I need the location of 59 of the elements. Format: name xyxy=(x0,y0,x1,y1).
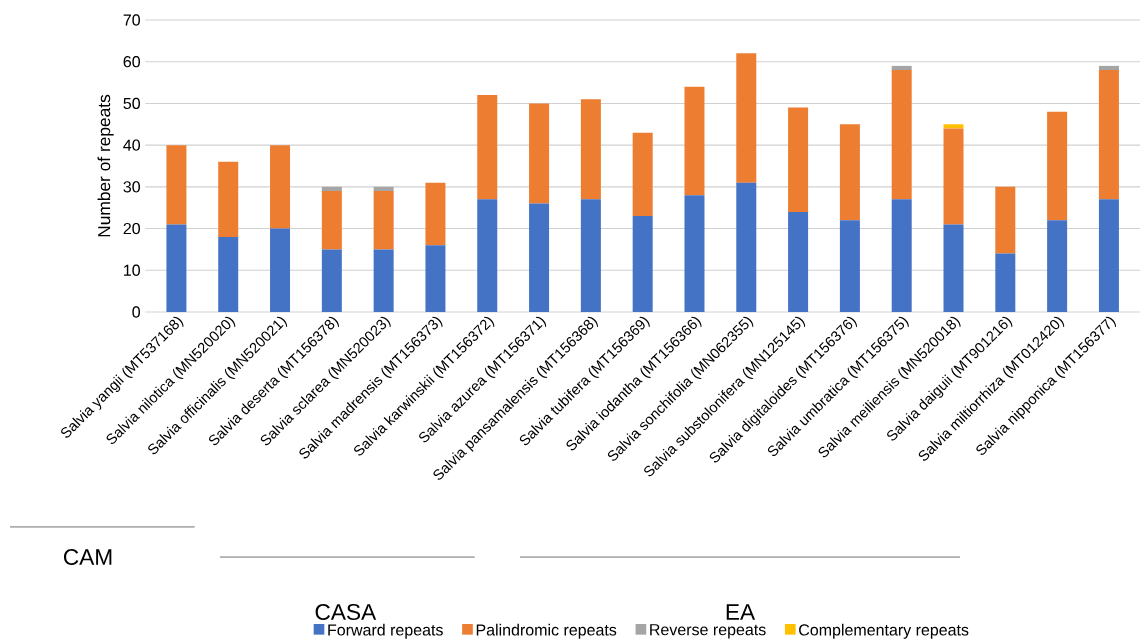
bar xyxy=(580,199,601,312)
bar xyxy=(632,215,653,312)
y-tick-label: 50 xyxy=(123,97,141,109)
bar xyxy=(684,195,705,312)
text: EA xyxy=(726,604,756,620)
y-tick-label: 30 xyxy=(123,181,141,193)
bar xyxy=(321,190,342,250)
legend-label: Complementary repeats xyxy=(799,623,969,639)
legend-label: Forward repeats xyxy=(328,623,443,639)
bar xyxy=(166,224,187,312)
bar xyxy=(425,182,446,246)
bar xyxy=(736,182,757,312)
bar xyxy=(891,65,912,70)
bar xyxy=(270,228,291,312)
bar xyxy=(1098,65,1119,70)
bar xyxy=(788,107,809,212)
bar xyxy=(529,203,550,312)
y-tick-label: 70 xyxy=(123,14,141,26)
bar xyxy=(1047,220,1068,312)
y-tick-label: 40 xyxy=(123,139,141,151)
bar xyxy=(218,236,239,312)
bar xyxy=(891,199,912,312)
bar xyxy=(788,211,809,312)
y-tick-label: 0 xyxy=(132,306,141,318)
bar xyxy=(373,249,394,312)
bar xyxy=(1098,69,1119,200)
bar xyxy=(166,144,187,225)
text: CASA xyxy=(315,603,377,620)
bar xyxy=(839,220,860,312)
bar xyxy=(684,86,705,196)
bar xyxy=(1098,199,1119,312)
bar xyxy=(632,132,653,216)
bar xyxy=(321,186,342,191)
y-axis-title: Number of repeats xyxy=(97,94,114,237)
text: CAM xyxy=(63,548,112,565)
bar xyxy=(995,186,1016,254)
bar xyxy=(736,53,757,183)
bar xyxy=(218,161,239,237)
bar xyxy=(891,69,912,200)
bar xyxy=(270,144,291,229)
y-tick-label: 10 xyxy=(124,264,141,276)
legend-label: Palindromic repeats xyxy=(476,623,617,639)
legend-label: Reverse repeats xyxy=(650,624,766,639)
bar xyxy=(373,190,394,250)
bar xyxy=(943,224,964,312)
y-tick-label: 60 xyxy=(123,55,141,68)
bar xyxy=(839,124,860,221)
y-tick-label: 20 xyxy=(123,222,141,235)
bar xyxy=(477,94,498,200)
bar xyxy=(943,128,964,225)
bar xyxy=(529,103,550,204)
bar xyxy=(995,253,1016,312)
bar xyxy=(580,99,601,200)
bar xyxy=(1047,111,1068,221)
bar xyxy=(373,186,394,191)
bar xyxy=(943,124,964,129)
bar xyxy=(425,245,446,312)
bar xyxy=(321,249,342,312)
bar xyxy=(477,199,498,312)
